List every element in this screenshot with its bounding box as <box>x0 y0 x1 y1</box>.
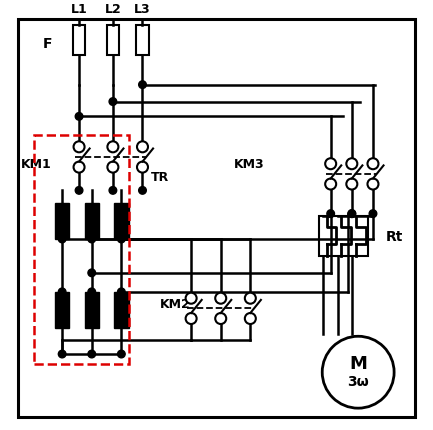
Bar <box>136 25 149 55</box>
Circle shape <box>186 293 197 304</box>
Circle shape <box>137 141 148 152</box>
Bar <box>55 292 69 328</box>
Circle shape <box>348 210 355 218</box>
Text: L1: L1 <box>71 3 87 16</box>
Text: M: M <box>349 355 367 373</box>
Text: L3: L3 <box>134 3 151 16</box>
Text: KM3: KM3 <box>233 159 264 172</box>
Circle shape <box>74 141 84 152</box>
Circle shape <box>215 293 226 304</box>
Circle shape <box>346 158 357 169</box>
Circle shape <box>327 210 334 218</box>
Circle shape <box>88 288 96 296</box>
Circle shape <box>245 293 256 304</box>
Bar <box>107 25 119 55</box>
Circle shape <box>75 113 83 120</box>
Circle shape <box>107 141 118 152</box>
Circle shape <box>137 162 148 172</box>
Circle shape <box>346 178 357 190</box>
Circle shape <box>368 158 378 169</box>
Circle shape <box>325 178 336 190</box>
Circle shape <box>139 187 146 194</box>
Text: L2: L2 <box>104 3 121 16</box>
Circle shape <box>369 210 377 218</box>
Circle shape <box>117 288 125 296</box>
Circle shape <box>74 162 84 172</box>
Circle shape <box>107 162 118 172</box>
Circle shape <box>117 350 125 358</box>
Circle shape <box>58 350 66 358</box>
Circle shape <box>215 313 226 324</box>
Circle shape <box>58 235 66 243</box>
Circle shape <box>88 269 96 276</box>
Circle shape <box>325 158 336 169</box>
Circle shape <box>88 235 96 243</box>
Circle shape <box>117 235 125 243</box>
Bar <box>114 203 129 239</box>
Text: TR: TR <box>151 171 169 184</box>
Text: F: F <box>42 37 52 52</box>
Text: KM2: KM2 <box>159 298 190 311</box>
Bar <box>73 25 85 55</box>
Bar <box>84 292 99 328</box>
Circle shape <box>348 210 355 218</box>
Circle shape <box>109 187 117 194</box>
Text: 3ω: 3ω <box>347 375 369 389</box>
Circle shape <box>368 178 378 190</box>
Bar <box>55 203 69 239</box>
Circle shape <box>109 98 117 105</box>
Text: Rt: Rt <box>386 230 403 244</box>
Bar <box>319 215 368 256</box>
Circle shape <box>75 187 83 194</box>
Circle shape <box>88 350 96 358</box>
Text: KM1: KM1 <box>21 159 52 172</box>
Circle shape <box>139 81 146 89</box>
Bar <box>84 203 99 239</box>
Circle shape <box>58 288 66 296</box>
Bar <box>34 135 129 364</box>
Circle shape <box>186 313 197 324</box>
Bar <box>114 292 129 328</box>
Circle shape <box>245 313 256 324</box>
